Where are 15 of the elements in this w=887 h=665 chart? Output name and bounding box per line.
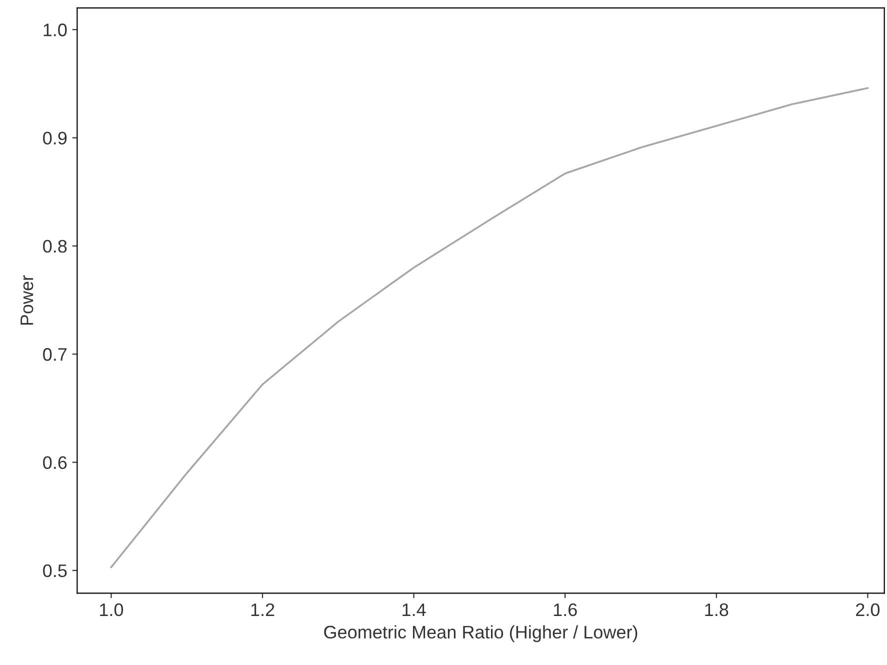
y-axis-title: Power <box>20 275 34 325</box>
y-tick-label: 0.5 <box>43 564 67 578</box>
x-tick-label: 1.6 <box>554 603 577 616</box>
x-tick-label: 2.0 <box>856 603 880 616</box>
y-tick-label: 0.9 <box>43 132 67 145</box>
x-tick-label: 1.2 <box>251 603 274 616</box>
x-axis-title: Geometric Mean Ratio (Higher / Lower) <box>324 625 638 642</box>
x-tick-label: 1.0 <box>100 603 124 616</box>
y-tick-label: 1.0 <box>44 24 67 36</box>
x-tick-label: 1.8 <box>705 603 728 616</box>
line-series <box>110 87 869 568</box>
y-tick-label: 0.8 <box>43 240 67 253</box>
y-tick-label: 0.7 <box>43 348 67 361</box>
x-tick-label: 1.4 <box>402 604 426 616</box>
y-tick-label: 0.6 <box>43 456 67 470</box>
